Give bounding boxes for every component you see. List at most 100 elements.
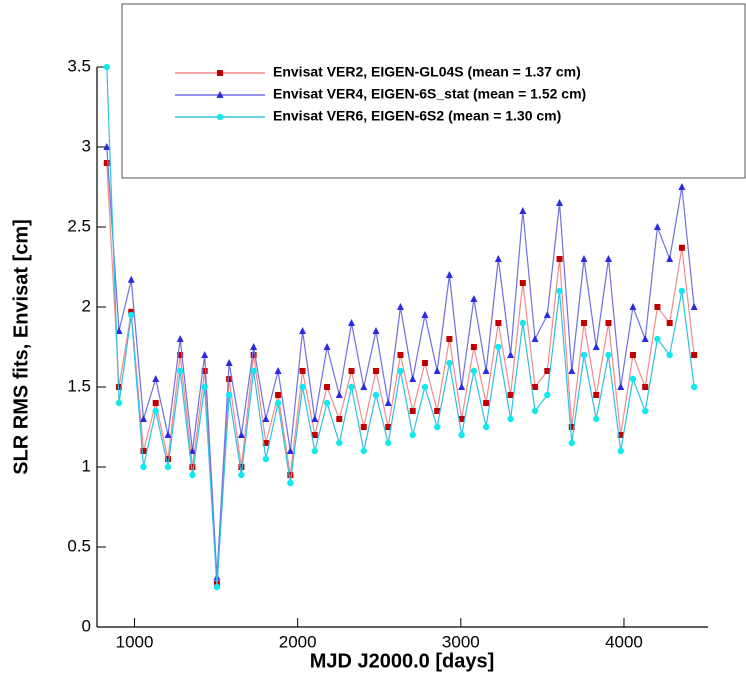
marker — [532, 384, 539, 390]
marker — [139, 415, 147, 422]
marker — [274, 367, 282, 374]
marker — [103, 143, 111, 150]
marker — [311, 432, 318, 438]
marker — [262, 455, 270, 463]
marker — [262, 415, 270, 422]
marker — [519, 280, 526, 286]
y-tick-label: 1 — [82, 456, 91, 475]
marker — [470, 367, 478, 375]
marker — [299, 368, 306, 374]
marker — [384, 399, 392, 406]
marker — [654, 304, 661, 310]
marker — [544, 368, 551, 374]
marker — [629, 303, 637, 310]
marker — [519, 319, 527, 327]
marker — [250, 352, 257, 358]
marker — [482, 423, 490, 431]
marker — [324, 384, 331, 390]
marker — [274, 399, 282, 407]
marker — [433, 367, 441, 374]
marker — [580, 255, 588, 262]
marker — [225, 359, 233, 366]
marker — [593, 415, 600, 423]
y-axis-label: SLR RMS fits, Envisat [cm] — [10, 219, 32, 475]
y-tick-label: 1.5 — [67, 376, 91, 395]
marker — [458, 431, 465, 439]
marker — [568, 439, 575, 447]
marker — [262, 440, 269, 446]
marker — [336, 416, 343, 422]
marker — [445, 271, 453, 278]
marker — [115, 399, 123, 407]
marker — [152, 375, 160, 382]
y-tick-label: 2 — [82, 296, 91, 315]
marker — [275, 392, 282, 398]
marker — [226, 376, 233, 382]
marker — [690, 383, 698, 391]
marker — [115, 327, 123, 334]
marker — [128, 308, 135, 315]
y-tick-label: 0 — [82, 616, 91, 635]
marker — [335, 391, 343, 398]
marker — [250, 343, 258, 350]
marker — [641, 335, 649, 342]
marker — [189, 471, 196, 479]
marker — [216, 113, 224, 121]
marker — [323, 343, 331, 350]
marker — [654, 335, 661, 343]
marker — [385, 424, 392, 430]
marker — [103, 160, 110, 166]
marker — [128, 311, 135, 319]
legend-text: Envisat VER2, EIGEN-GL04S (mean = 1.37 c… — [273, 64, 581, 80]
marker — [482, 367, 490, 374]
marker — [238, 464, 245, 470]
marker — [604, 255, 612, 262]
marker — [666, 351, 673, 359]
marker — [543, 311, 551, 318]
marker — [201, 368, 208, 374]
x-tick-label: 1000 — [116, 632, 154, 651]
x-axis-label: MJD J2000.0 [days] — [310, 650, 495, 672]
marker — [217, 70, 223, 76]
marker — [237, 431, 245, 438]
marker — [458, 383, 466, 390]
marker — [201, 383, 208, 391]
marker — [519, 207, 527, 214]
marker — [421, 311, 429, 318]
marker — [299, 383, 306, 391]
marker — [629, 375, 637, 383]
marker — [409, 408, 416, 414]
marker — [556, 287, 563, 295]
marker — [311, 415, 319, 422]
marker — [470, 344, 477, 350]
marker — [593, 392, 600, 398]
marker — [176, 335, 184, 342]
marker — [385, 439, 392, 447]
marker — [483, 400, 490, 406]
y-tick-label: 3.5 — [67, 56, 91, 75]
marker — [336, 439, 343, 447]
marker — [189, 464, 196, 470]
marker — [372, 391, 380, 399]
marker — [617, 447, 624, 455]
marker — [140, 448, 147, 454]
marker — [568, 424, 575, 430]
marker — [580, 351, 588, 359]
legend-box — [121, 3, 746, 179]
marker — [127, 275, 135, 283]
marker — [311, 447, 319, 455]
marker — [396, 303, 404, 310]
marker — [152, 400, 159, 406]
marker — [691, 352, 698, 358]
marker — [605, 320, 612, 326]
marker — [592, 343, 600, 350]
marker — [287, 472, 294, 478]
marker — [678, 287, 686, 295]
marker — [678, 183, 686, 190]
marker — [152, 407, 159, 415]
marker — [495, 343, 502, 351]
marker — [458, 416, 465, 422]
marker — [531, 407, 539, 415]
marker — [433, 423, 441, 431]
